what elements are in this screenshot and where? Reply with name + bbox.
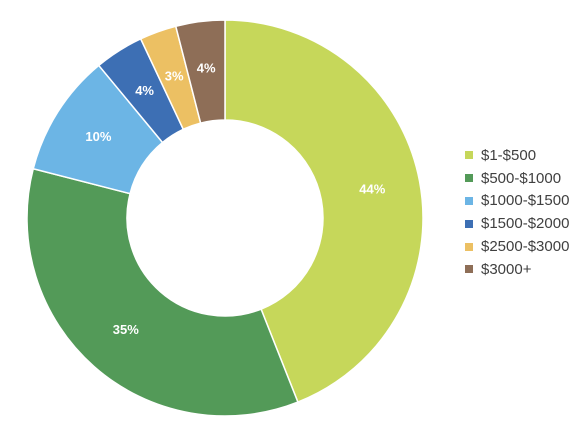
legend-item: $1500-$2000 xyxy=(465,212,585,235)
legend-swatch xyxy=(465,196,473,205)
legend-item: $2500-$3000 xyxy=(465,235,585,258)
legend-label: $500-$1000 xyxy=(481,169,562,187)
legend-swatch xyxy=(465,219,473,228)
slice-0 xyxy=(224,19,424,404)
slice-label-2: 10% xyxy=(85,129,111,144)
legend-label: $3000+ xyxy=(481,260,532,278)
legend-label: $1500-$2000 xyxy=(481,215,570,233)
slice-label-3: 4% xyxy=(135,83,154,98)
legend-label: $1000-$1500 xyxy=(481,192,570,210)
chart-legend: $1-$500 $500-$1000 $1000-$1500 $1500-$2000 $… xyxy=(465,144,585,281)
slice-label-5: 4% xyxy=(197,61,216,76)
slice-1 xyxy=(26,167,299,417)
legend-label: $2500-$3000 xyxy=(481,238,570,256)
legend-swatch xyxy=(465,174,473,183)
slice-label-0: 44% xyxy=(359,181,385,196)
slice-5 xyxy=(174,19,226,124)
legend-swatch xyxy=(465,265,473,274)
donut-data-labels: 44% 35% 10% 4% 3% 4% xyxy=(85,61,385,337)
legend-item: $1000-$1500 xyxy=(465,190,585,213)
legend-swatch xyxy=(465,151,473,160)
slice-label-4: 3% xyxy=(165,68,184,83)
legend-item: $500-$1000 xyxy=(465,167,585,190)
legend-swatch xyxy=(465,242,473,251)
slice-label-1: 35% xyxy=(113,322,139,337)
legend-item: $1-$500 xyxy=(465,144,585,167)
legend-label: $1-$500 xyxy=(481,146,537,164)
donut-slices xyxy=(26,19,424,417)
legend-item: $3000+ xyxy=(465,258,585,281)
